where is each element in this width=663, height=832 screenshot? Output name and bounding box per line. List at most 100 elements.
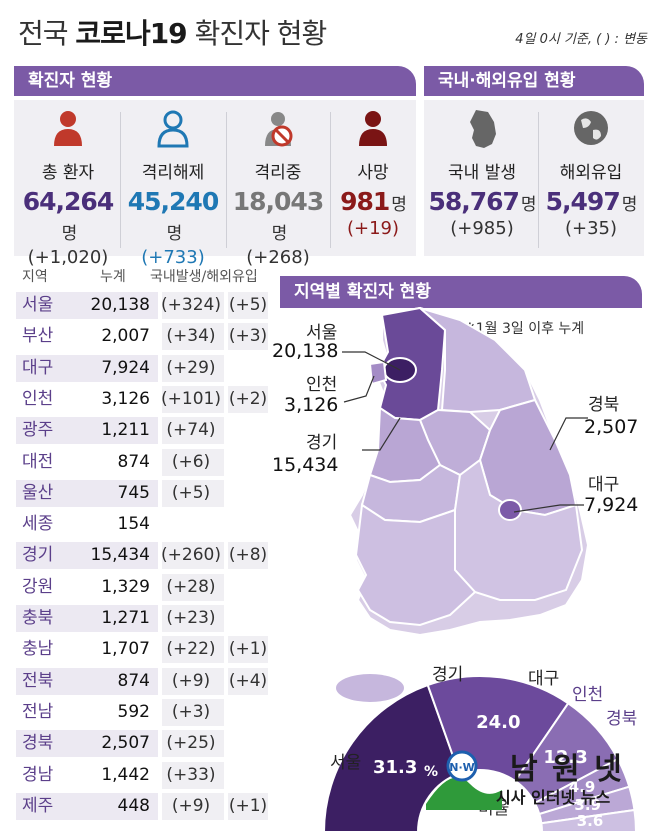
- row-total: 874: [117, 670, 150, 691]
- globe-icon: [538, 108, 644, 152]
- row-domestic: (+5): [171, 482, 211, 503]
- pie-slice-label: 4.9: [568, 778, 596, 797]
- row-domestic: (+33): [166, 764, 216, 785]
- row-region: 광주: [22, 420, 54, 441]
- stat-value: 981 명: [330, 187, 416, 216]
- domestic-cell-bg: [162, 448, 224, 476]
- row-domestic: (+3): [171, 701, 211, 722]
- domestic-cell-bg: [162, 542, 224, 570]
- stat-number: 45,240: [127, 187, 219, 216]
- map-label-daegu: 대구: [588, 475, 620, 495]
- table-row: 전북 874 (+9) (+4): [16, 666, 268, 697]
- domestic-cell-bg: [162, 761, 224, 789]
- stat-value: 18,043 명: [226, 187, 330, 245]
- stat-unit: 명: [166, 224, 183, 244]
- row-region: 부산: [22, 326, 54, 347]
- person-icon: [16, 108, 120, 152]
- row-region: 세종: [22, 514, 54, 535]
- person-outline-icon: [120, 108, 226, 152]
- row-region: 서울: [22, 295, 54, 315]
- ratio-chart: [322, 675, 638, 832]
- row-region: 대전: [22, 451, 54, 472]
- stat-value: 64,264 명: [16, 187, 120, 245]
- stat-number: 981: [340, 187, 390, 216]
- overseas-cell-bg: [228, 323, 268, 351]
- map-note: ※1월 3일 이후 누계: [464, 321, 585, 337]
- jeju-region: [336, 674, 404, 702]
- domestic-cell-bg: [162, 479, 224, 507]
- pie-slice-name: 서울: [330, 753, 362, 773]
- row-domestic: (+29): [166, 357, 216, 378]
- map-value-gyeonggi: 15,434: [272, 454, 339, 476]
- row-domestic: (+34): [166, 326, 216, 347]
- stat-unit: 명: [520, 195, 537, 215]
- stat-separator: [120, 112, 121, 248]
- row-total: 154: [117, 514, 150, 535]
- map-label-gyeongbuk: 경북: [588, 395, 620, 415]
- row-region: 전남: [22, 701, 54, 722]
- stat-number: 5,497: [545, 187, 621, 216]
- domestic-cell-bg: [162, 730, 224, 758]
- jeonnam-region: [354, 503, 477, 627]
- table-row: 서울 20,138 (+324) (+5): [16, 290, 268, 321]
- overseas-cell-bg: [228, 667, 268, 695]
- map-value-gyeongbuk: 2,507: [584, 416, 639, 438]
- domestic-cell-bg: [162, 354, 224, 382]
- table-row: 대구 7,924 (+29): [16, 353, 268, 384]
- row-region: 경기: [22, 545, 54, 566]
- row-domestic: (+9): [171, 670, 211, 691]
- stat-change: (+1,020): [27, 247, 109, 268]
- domestic-cell-bg: [162, 636, 224, 664]
- domestic-cell-bg: [162, 605, 224, 632]
- stat-value: 58,767 명: [426, 187, 538, 216]
- row-overseas: (+3): [228, 326, 268, 347]
- row-total: 448: [117, 795, 150, 816]
- person-dark-icon: [330, 108, 416, 152]
- row-region: 강원: [22, 576, 54, 597]
- stat-status-1: 격리해제 45,240 명 (+733): [120, 104, 226, 268]
- stat-label: 사망: [357, 163, 389, 183]
- table-row: 인천 3,126 (+101) (+2): [16, 384, 268, 415]
- pie-slice: [322, 683, 461, 832]
- pie-slice-name: 인천: [572, 685, 604, 705]
- domestic-cell-bg: [162, 667, 224, 695]
- row-background: [16, 354, 158, 382]
- stat-label: 총 환자: [41, 163, 95, 183]
- korea-map-icon: [426, 108, 538, 152]
- table-header-region: 지역: [22, 269, 48, 285]
- map-value-seoul: 20,138: [272, 340, 339, 362]
- domestic-cell-bg: [162, 323, 224, 351]
- stat-status-0: 총 환자 64,264 명 (+1,020): [16, 104, 120, 268]
- domestic-cell-bg: [162, 417, 224, 445]
- stat-origin-1: 해외유입 5,497 명 (+35): [538, 104, 644, 254]
- row-region: 제주: [22, 795, 54, 816]
- stat-unit: 명: [61, 224, 78, 244]
- table-header-total: 누계: [100, 269, 126, 285]
- row-total: 1,271: [101, 608, 150, 628]
- basis-note: 4일 0시 기준, ( ) : 변동: [515, 32, 647, 47]
- stat-separator: [330, 112, 331, 248]
- row-region: 울산: [22, 482, 54, 503]
- map-label-seoul: 서울: [306, 323, 338, 343]
- stat-change: (+35): [564, 218, 618, 239]
- row-background: [16, 542, 158, 570]
- table-row: 세종 154: [16, 509, 268, 540]
- pie-slice-label: 31.3: [372, 757, 418, 779]
- row-overseas: (+2): [228, 388, 268, 409]
- row-region: 대구: [22, 357, 54, 378]
- page-title: 전국 코로나19 확진자 현황: [18, 12, 327, 52]
- stat-value: 5,497 명: [538, 187, 644, 216]
- row-domestic: (+6): [171, 451, 211, 472]
- row-overseas: (+1): [228, 795, 268, 816]
- stat-change: (+985): [450, 218, 514, 239]
- row-total: 745: [117, 482, 150, 503]
- pie-slice-label: 3.9: [574, 796, 601, 815]
- table-row: 경남 1,442 (+33): [16, 760, 268, 791]
- row-total: 1,211: [101, 420, 150, 441]
- stat-unit: 명: [621, 195, 638, 215]
- row-total: 874: [117, 451, 150, 472]
- row-domestic: (+9): [171, 795, 211, 816]
- stat-label: 격리중: [254, 163, 302, 183]
- pie-slice-name: 경북: [606, 709, 638, 729]
- stat-separator: [538, 112, 539, 248]
